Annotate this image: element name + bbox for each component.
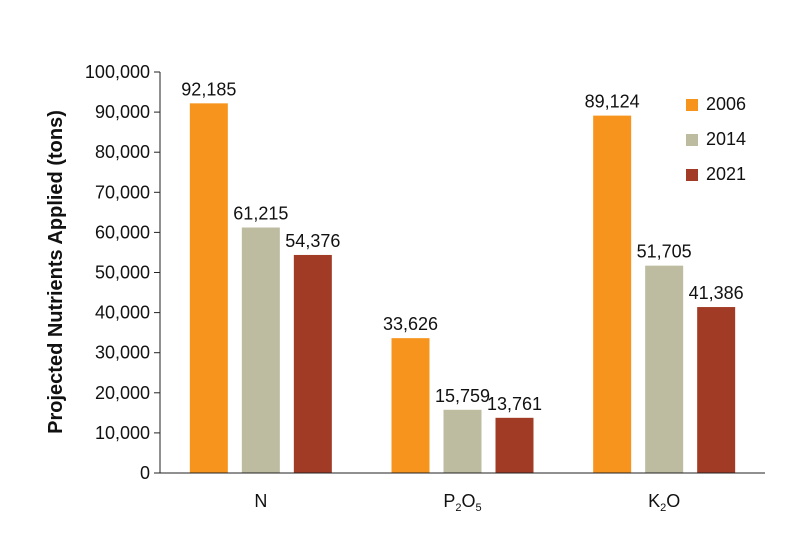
data-label: 33,626 xyxy=(383,314,438,334)
x-axis: N P2O5 K2O xyxy=(160,472,765,514)
legend: 2006 2014 2021 xyxy=(686,94,746,184)
data-label: 92,185 xyxy=(181,79,236,99)
bar-2021-1 xyxy=(495,417,534,473)
y-tick-label: 10,000 xyxy=(95,423,150,443)
bar-2014-2 xyxy=(645,265,684,473)
y-tick-label: 60,000 xyxy=(95,222,150,242)
legend-label: 2006 xyxy=(706,94,746,114)
data-label: 89,124 xyxy=(585,92,640,112)
legend-label: 2021 xyxy=(706,164,746,184)
y-tick-label: 80,000 xyxy=(95,142,150,162)
bar-2014-1 xyxy=(443,409,482,473)
category-label: K2O xyxy=(648,491,680,514)
y-tick-label: 30,000 xyxy=(95,343,150,363)
bar-2006-2 xyxy=(593,115,632,473)
y-tick-label: 70,000 xyxy=(95,182,150,202)
legend-swatch-2021 xyxy=(686,169,698,181)
y-tick-label: 0 xyxy=(140,463,150,483)
legend-label: 2014 xyxy=(706,129,746,149)
data-label: 61,215 xyxy=(233,204,288,224)
y-axis: 0 10,000 20,000 30,000 40,000 50,000 60,000 70,… xyxy=(85,62,161,483)
y-tick-label: 100,000 xyxy=(85,62,150,82)
bar-2021-2 xyxy=(697,307,736,473)
data-label: 54,376 xyxy=(285,231,340,251)
bar-2006-0 xyxy=(189,103,228,474)
data-label: 41,386 xyxy=(689,283,744,303)
legend-swatch-2006 xyxy=(686,99,698,111)
y-axis-title: Projected Nutrients Applied (tons) xyxy=(45,110,67,434)
y-tick-label: 90,000 xyxy=(95,102,150,122)
y-tick-label: 40,000 xyxy=(95,303,150,323)
data-label: 15,759 xyxy=(435,386,490,406)
data-label: 13,761 xyxy=(487,394,542,414)
y-tick-label: 50,000 xyxy=(95,263,150,283)
y-tick-label: 20,000 xyxy=(95,383,150,403)
bar-2021-0 xyxy=(293,254,332,473)
bar-2006-1 xyxy=(391,338,430,473)
category-label: N xyxy=(254,491,267,511)
legend-swatch-2014 xyxy=(686,134,698,146)
category-label: P2O5 xyxy=(443,491,481,514)
bar-2014-0 xyxy=(241,227,280,473)
data-label: 51,705 xyxy=(637,242,692,262)
